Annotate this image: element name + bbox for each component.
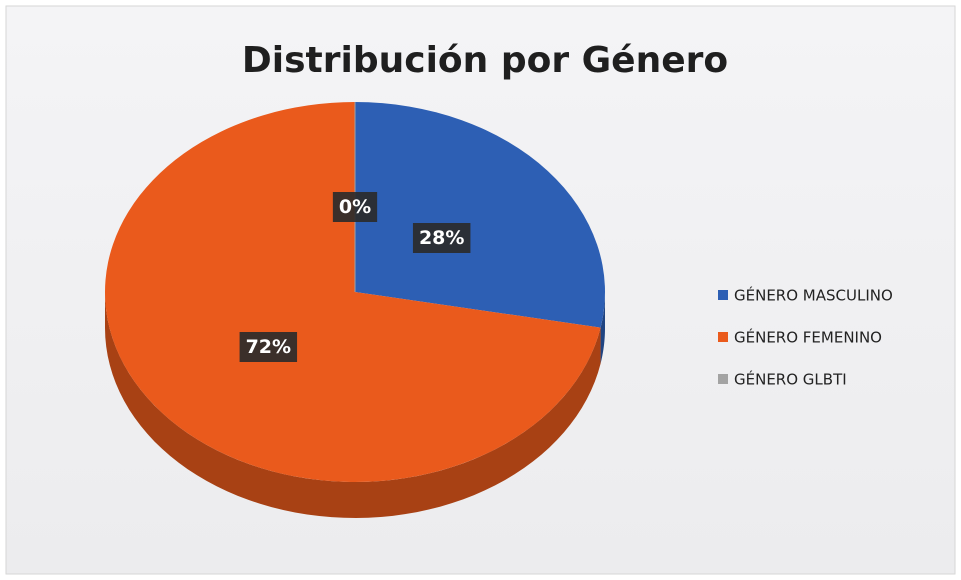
slice-top [355,102,605,328]
chart-title: Distribución por Género [242,40,728,81]
value-label-box [412,223,471,254]
legend-label: GÉNERO GLBTI [734,370,847,389]
legend-label: GÉNERO MASCULINO [734,286,893,305]
legend-swatch [718,332,728,342]
value-label: 28% [419,227,464,249]
legend-label: GÉNERO FEMENINO [734,328,882,347]
value-label-box [332,192,378,222]
legend-swatch [718,290,728,300]
value-label-box [239,331,298,362]
pie-slice [355,102,605,364]
slice-side [600,292,605,364]
slice-top [105,102,601,482]
legend-swatch [718,374,728,384]
slice-side [105,292,601,518]
value-label: 72% [246,336,291,358]
pie-slice [105,102,601,518]
value-label: 0% [339,196,371,218]
